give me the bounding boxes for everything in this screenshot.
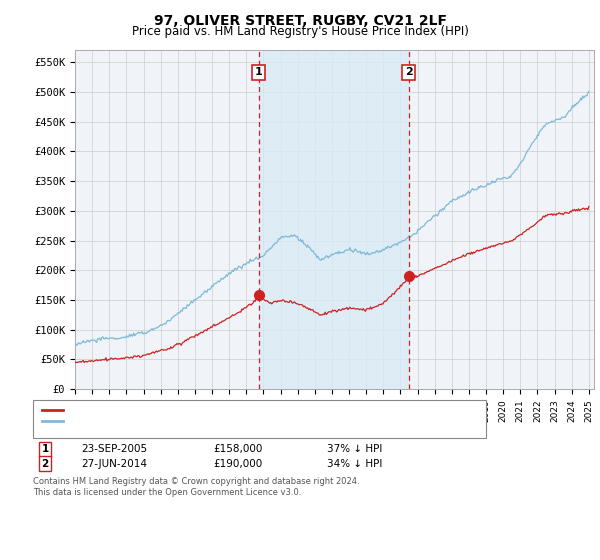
Text: £158,000: £158,000 [213,444,262,454]
Text: Contains HM Land Registry data © Crown copyright and database right 2024.
This d: Contains HM Land Registry data © Crown c… [33,477,359,497]
Text: £190,000: £190,000 [213,459,262,469]
Text: 23-SEP-2005: 23-SEP-2005 [81,444,147,454]
Text: 37% ↓ HPI: 37% ↓ HPI [327,444,382,454]
Text: 1: 1 [41,444,49,454]
Bar [259,50,409,389]
Text: 27-JUN-2014: 27-JUN-2014 [81,459,147,469]
Text: 2: 2 [41,459,49,469]
Text: 1: 1 [255,67,263,77]
Text: 97, OLIVER STREET, RUGBY, CV21 2LF (detached house): 97, OLIVER STREET, RUGBY, CV21 2LF (deta… [67,405,360,415]
Text: 34% ↓ HPI: 34% ↓ HPI [327,459,382,469]
Text: HPI: Average price, detached house, Rugby: HPI: Average price, detached house, Rugb… [67,416,293,426]
Text: 2: 2 [405,67,413,77]
Text: 97, OLIVER STREET, RUGBY, CV21 2LF: 97, OLIVER STREET, RUGBY, CV21 2LF [154,14,446,28]
Text: Price paid vs. HM Land Registry's House Price Index (HPI): Price paid vs. HM Land Registry's House … [131,25,469,38]
